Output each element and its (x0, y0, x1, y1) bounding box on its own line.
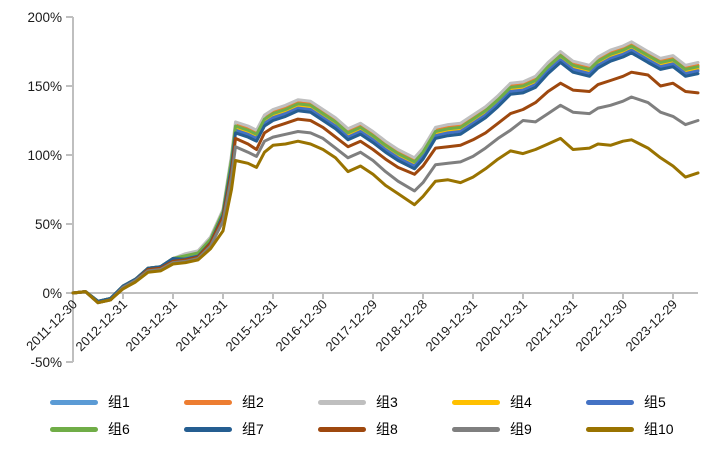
y-tick-label: 0% (42, 286, 62, 301)
legend-item-组7: 组7 (184, 421, 318, 437)
x-tick-label: 2020-12-31 (472, 297, 530, 355)
legend-swatch (452, 399, 500, 405)
legend-label: 组3 (376, 394, 398, 410)
legend-swatch (318, 426, 366, 432)
legend-item-组4: 组4 (452, 394, 586, 410)
legend-swatch (318, 399, 366, 405)
y-tick-label: -50% (30, 355, 62, 370)
x-tick-label: 2014-12-31 (172, 297, 230, 355)
legend-swatch (452, 426, 500, 432)
legend-swatch (50, 399, 98, 405)
legend-label: 组5 (644, 394, 666, 410)
legend-item-组6: 组6 (50, 421, 184, 437)
legend-item-组9: 组9 (452, 421, 586, 437)
x-tick-label: 2021-12-31 (522, 297, 580, 355)
legend-label: 组4 (510, 394, 532, 410)
legend-item-组1: 组1 (50, 394, 184, 410)
x-tick-label: 2011-12-30 (23, 297, 80, 354)
series-line-组6 (71, 44, 700, 303)
x-tick-label: 2017-12-29 (322, 297, 380, 355)
legend-label: 组1 (108, 394, 130, 410)
x-tick-label: 2023-12-29 (622, 297, 680, 355)
legend-swatch (184, 426, 232, 432)
legend-label: 组9 (510, 421, 532, 437)
legend-label: 组8 (376, 421, 398, 437)
y-tick-label: 100% (27, 148, 62, 163)
legend-item-组3: 组3 (318, 394, 452, 410)
legend-swatch (50, 426, 98, 432)
legend-label: 组2 (242, 394, 264, 410)
legend-swatch (586, 399, 634, 405)
y-tick-label: 150% (27, 79, 62, 94)
chart-canvas: 200% 150% 100% 50% 0% -50%2011-12-302012-12-3… (23, 10, 700, 370)
legend-item-组5: 组5 (586, 394, 705, 410)
legend-swatch (184, 399, 232, 405)
x-tick-label: 2022-12-30 (572, 297, 630, 355)
x-tick-label: 2012-12-31 (72, 297, 130, 355)
legend-item-组10: 组10 (586, 421, 705, 437)
x-tick-label: 2016-12-30 (272, 297, 330, 355)
legend-item-组2: 组2 (184, 394, 318, 410)
y-tick-label: 50% (35, 217, 62, 232)
legend-swatch (586, 426, 634, 432)
legend-item-组8: 组8 (318, 421, 452, 437)
legend-label: 组10 (644, 421, 674, 437)
y-tick-label: 200% (27, 10, 62, 25)
x-tick-label: 2019-12-31 (422, 297, 480, 355)
series-line-组10 (71, 136, 700, 305)
x-tick-label: 2013-12-31 (122, 297, 180, 355)
chart-legend: 组1 组2 组3 组4 组5 组6 组7 组8 组9 组10 (50, 394, 705, 437)
x-tick-label: 2015-12-31 (222, 297, 280, 355)
series-line-组9 (71, 95, 700, 305)
x-tick-label: 2018-12-28 (372, 297, 430, 355)
legend-label: 组6 (108, 421, 130, 437)
legend-label: 组7 (242, 421, 264, 437)
